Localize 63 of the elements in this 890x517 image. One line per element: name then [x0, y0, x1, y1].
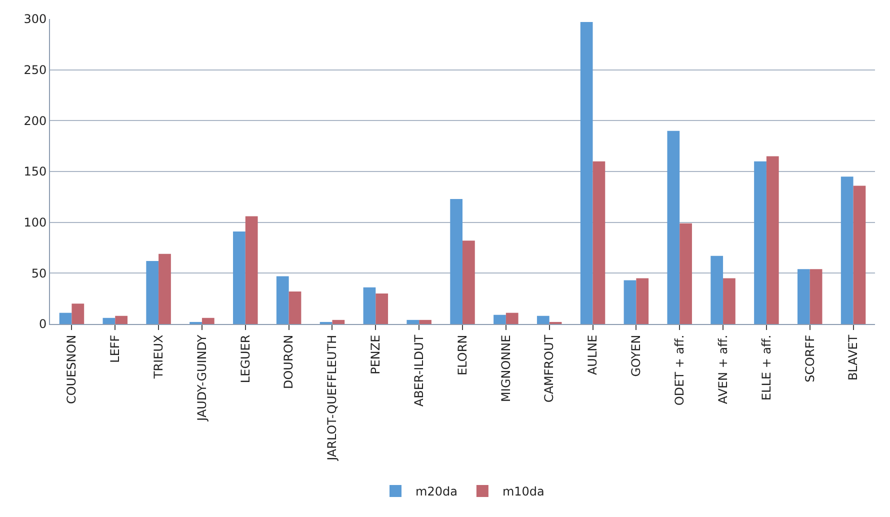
bar — [680, 223, 692, 324]
bar — [245, 216, 258, 324]
bar — [59, 312, 72, 324]
bar — [332, 320, 345, 324]
x-tick-label: SCORFF — [802, 334, 817, 382]
bar — [636, 278, 649, 324]
bar — [146, 260, 159, 324]
y-tick-label: 150 — [24, 164, 47, 179]
bar — [406, 320, 420, 324]
bar — [158, 254, 171, 324]
x-tick-label: AVEN + aff. — [716, 334, 730, 404]
bar — [853, 186, 866, 324]
y-tick-label: 100 — [24, 216, 47, 230]
y-tick-label: 200 — [24, 114, 47, 128]
bar — [233, 231, 246, 324]
bar — [376, 294, 388, 324]
x-tick-label: PENZE — [368, 334, 383, 374]
bar — [710, 256, 724, 324]
bar — [462, 240, 475, 324]
bar — [363, 287, 376, 324]
bar — [797, 269, 810, 324]
bar — [72, 304, 84, 324]
bar — [810, 269, 822, 324]
x-tick-label: DOURON — [282, 334, 296, 390]
y-tick-label: 0 — [38, 317, 47, 332]
bar — [115, 316, 128, 324]
y-tick-label: 50 — [31, 266, 47, 280]
bar — [536, 316, 550, 324]
bar — [288, 291, 302, 324]
y-tick-label: 300 — [24, 12, 47, 26]
x-tick-label: ODET + aff. — [672, 334, 687, 406]
x-tick-label: BLAVET — [846, 334, 860, 381]
x-tick-label: ELORN — [455, 334, 470, 376]
x-tick-label: MIGNONNE — [498, 334, 513, 402]
x-tick-label: LEFF — [108, 334, 122, 363]
bar — [840, 176, 854, 324]
bar — [592, 161, 606, 324]
bar — [202, 318, 214, 324]
bar — [450, 198, 462, 324]
bar — [766, 156, 779, 324]
bar — [754, 161, 766, 324]
bar — [276, 276, 289, 324]
bar — [723, 278, 736, 324]
bar — [624, 280, 636, 324]
bar — [102, 318, 116, 324]
x-tick-label: COUESNON — [64, 334, 79, 404]
x-tick-label: LEGUER — [238, 334, 252, 384]
x-tick-label: ABER-ILDUT — [412, 334, 426, 407]
x-tick-label: ELLE + aff. — [759, 334, 774, 400]
legend-label: m20da — [416, 484, 458, 499]
x-tick-label: CAMFROUT — [542, 334, 556, 403]
y-tick-label: 250 — [24, 63, 47, 78]
bar — [419, 320, 432, 324]
bar — [667, 130, 680, 324]
bar — [494, 314, 506, 324]
x-tick-label: AULNE — [586, 334, 600, 376]
bar — [580, 22, 593, 324]
legend-label: m10da — [502, 484, 544, 499]
x-tick-label: GOYEN — [629, 334, 644, 377]
x-tick-label: JARLOT-QUEFFLEUTH — [325, 334, 340, 462]
x-tick-label: TRIEUX — [151, 334, 166, 380]
x-tick-label: JAUDY-GUINDY — [194, 334, 209, 422]
bar — [506, 312, 518, 324]
